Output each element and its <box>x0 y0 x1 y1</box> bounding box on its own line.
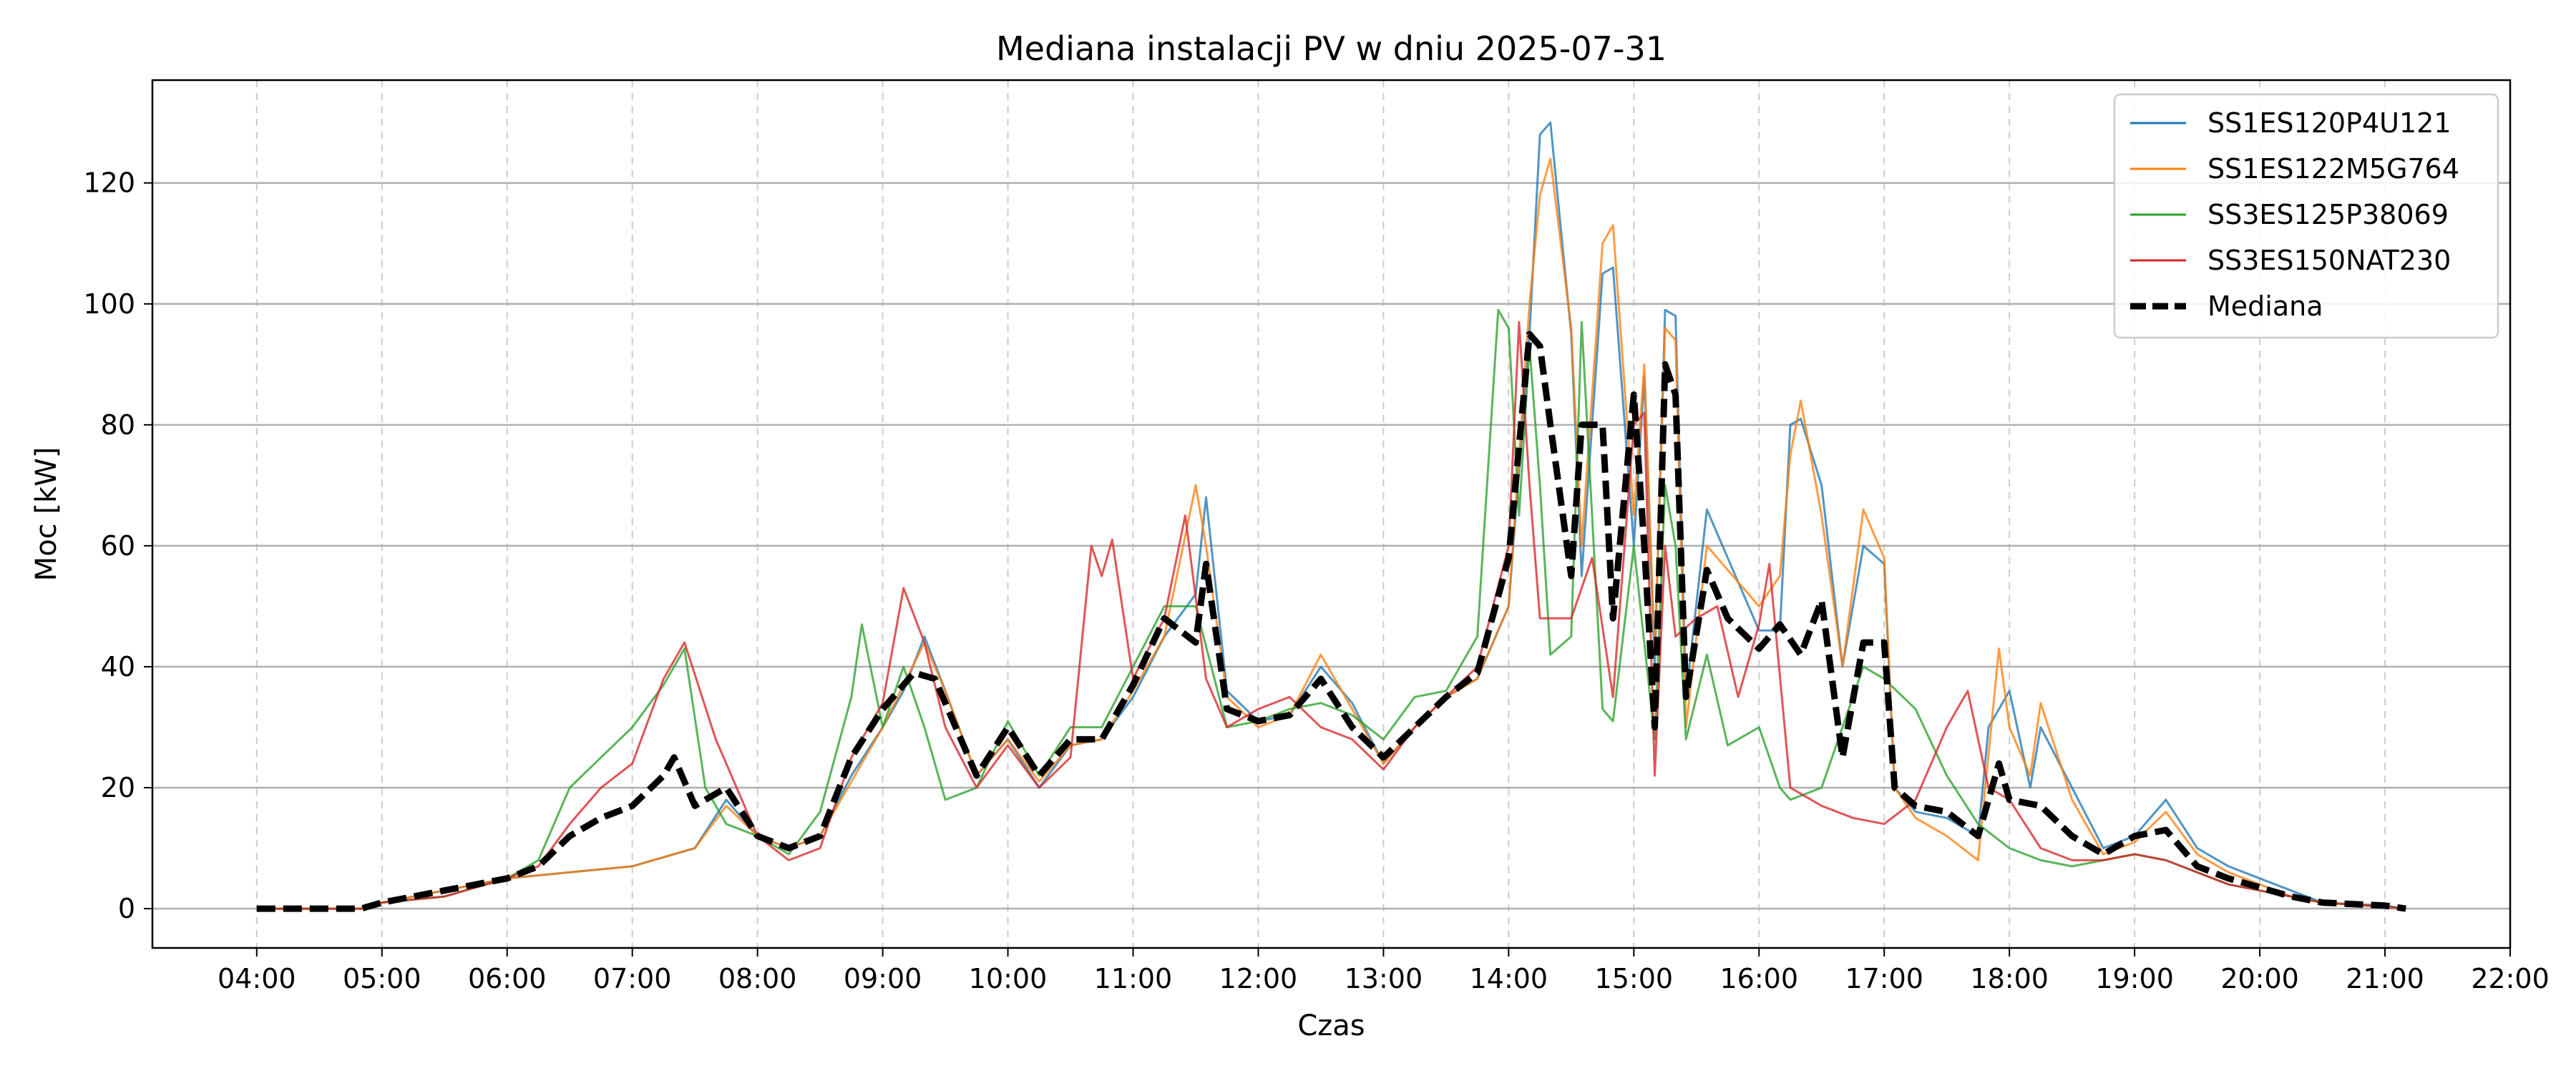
x-tick-label: 10:00 <box>969 963 1048 994</box>
x-tick-label: 06:00 <box>468 963 547 994</box>
x-tick-label: 05:00 <box>343 963 421 994</box>
series-line-ss3es125p38069 <box>256 308 2406 910</box>
axis-ticks: 04:00 05:00 06:00 07:00 08:00 09:00 10:00 11:00… <box>83 167 2549 994</box>
legend-label: Mediana <box>2207 290 2323 322</box>
x-tick-label: 20:00 <box>2220 963 2299 994</box>
x-tick-label: 17:00 <box>1845 963 1923 994</box>
x-tick-label: 19:00 <box>2095 963 2174 994</box>
y-tick-label: 80 <box>101 409 135 441</box>
y-tick-label: 120 <box>83 167 135 199</box>
chart-title: Mediana instalacji PV w dniu 2025-07-31 <box>996 29 1667 68</box>
x-tick-label: 16:00 <box>1720 963 1799 994</box>
y-tick-label: 40 <box>101 651 135 683</box>
legend-label: SS1ES122M5G764 <box>2207 153 2459 185</box>
legend-label: SS3ES125P38069 <box>2207 199 2449 230</box>
y-tick-label: 0 <box>118 893 135 924</box>
x-tick-label: 22:00 <box>2471 963 2550 994</box>
series-line-mediana <box>256 331 2406 912</box>
x-tick-label: 14:00 <box>1470 963 1548 994</box>
series-lines <box>256 121 2406 912</box>
x-tick-label: 09:00 <box>844 963 922 994</box>
plot-area-frame <box>151 79 2512 949</box>
legend-label: SS3ES150NAT230 <box>2207 245 2451 276</box>
y-axis-label: Moc [kW] <box>30 447 63 582</box>
x-tick-label: 18:00 <box>1970 963 2049 994</box>
y-tick-label: 60 <box>101 530 135 562</box>
x-tick-label: 13:00 <box>1345 963 1423 994</box>
series-line-ss1es122m5g764 <box>256 157 2406 910</box>
x-tick-label: 08:00 <box>718 963 797 994</box>
x-tick-label: 21:00 <box>2346 963 2424 994</box>
y-tick-label: 100 <box>83 288 135 320</box>
legend-box <box>2113 93 2499 339</box>
series-line-ss1es120p4u121 <box>256 121 2406 910</box>
x-tick-label: 07:00 <box>593 963 672 994</box>
x-tick-label: 15:00 <box>1595 963 1674 994</box>
y-tick-label: 20 <box>101 772 135 803</box>
x-tick-label: 04:00 <box>218 963 296 994</box>
x-tick-label: 12:00 <box>1219 963 1298 994</box>
x-axis-label: Czas <box>1297 1009 1365 1042</box>
legend: SS1ES120P4U121 SS1ES122M5G764 SS3ES125P380… <box>2113 93 2499 339</box>
legend-label: SS1ES120P4U121 <box>2207 107 2451 139</box>
x-tick-label: 11:00 <box>1094 963 1173 994</box>
